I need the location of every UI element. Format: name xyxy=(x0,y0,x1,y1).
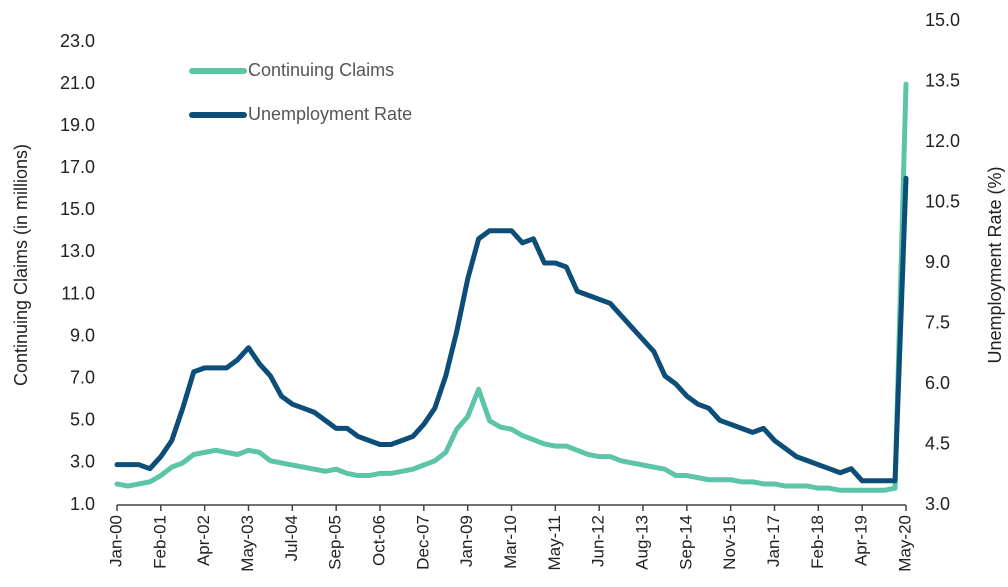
y2-tick-label: 6.0 xyxy=(925,373,950,393)
y-axis-title: Continuing Claims (in millions) xyxy=(11,144,31,386)
y2-tick-label: 4.5 xyxy=(925,433,950,453)
y-tick-label: 19.0 xyxy=(60,115,95,135)
x-tick-label: Apr-19 xyxy=(852,515,871,566)
x-tick-label: May-20 xyxy=(895,515,914,572)
y-tick-label: 7.0 xyxy=(70,367,95,387)
x-tick-label: Jan-00 xyxy=(106,515,125,567)
y-tick-label: 13.0 xyxy=(60,241,95,261)
y2-tick-label: 7.5 xyxy=(925,312,950,332)
y-tick-label: 21.0 xyxy=(60,73,95,93)
y-tick-label: 23.0 xyxy=(60,31,95,51)
x-tick-label: Dec-07 xyxy=(413,515,432,570)
legend-label: Continuing Claims xyxy=(248,60,394,80)
x-tick-label: May-03 xyxy=(238,515,257,572)
x-tick-label: Mar-10 xyxy=(501,515,520,569)
x-tick-label: Jun-12 xyxy=(589,515,608,567)
y2-tick-label: 9.0 xyxy=(925,252,950,272)
y-tick-label: 1.0 xyxy=(70,494,95,514)
y2-tick-label: 3.0 xyxy=(925,494,950,514)
series-line xyxy=(114,175,909,484)
x-tick-label: Feb-01 xyxy=(150,515,169,569)
x-tick-label: Jan-17 xyxy=(764,515,783,567)
y-tick-label: 11.0 xyxy=(61,283,95,303)
y-tick-label: 15.0 xyxy=(60,199,95,219)
x-tick-label: May-11 xyxy=(545,515,564,570)
y-tick-label: 17.0 xyxy=(60,157,95,177)
y2-tick-label: 15.0 xyxy=(925,10,960,30)
x-tick-label: Aug-13 xyxy=(632,515,651,570)
x-tick-label: Feb-18 xyxy=(808,515,827,569)
y-tick-label: 9.0 xyxy=(70,325,95,345)
y-tick-label: 5.0 xyxy=(70,410,95,430)
x-tick-label: Oct-06 xyxy=(369,515,388,566)
x-tick-label: Sep-14 xyxy=(676,515,695,570)
y-tick-label: 3.0 xyxy=(70,452,95,472)
y2-tick-label: 12.0 xyxy=(925,131,960,151)
x-tick-label: Apr-02 xyxy=(194,515,213,566)
x-tick-label: Jan-09 xyxy=(457,515,476,567)
y2-tick-label: 10.5 xyxy=(925,191,960,211)
y2-tick-label: 13.5 xyxy=(925,70,960,90)
y2-axis-title: Unemployment Rate (%) xyxy=(985,166,1005,363)
x-tick-label: Jul-04 xyxy=(282,515,301,561)
series-line xyxy=(114,81,909,493)
x-tick-label: Nov-15 xyxy=(720,515,739,570)
legend-label: Unemployment Rate xyxy=(248,104,412,124)
x-tick-label: Sep-05 xyxy=(326,515,345,570)
